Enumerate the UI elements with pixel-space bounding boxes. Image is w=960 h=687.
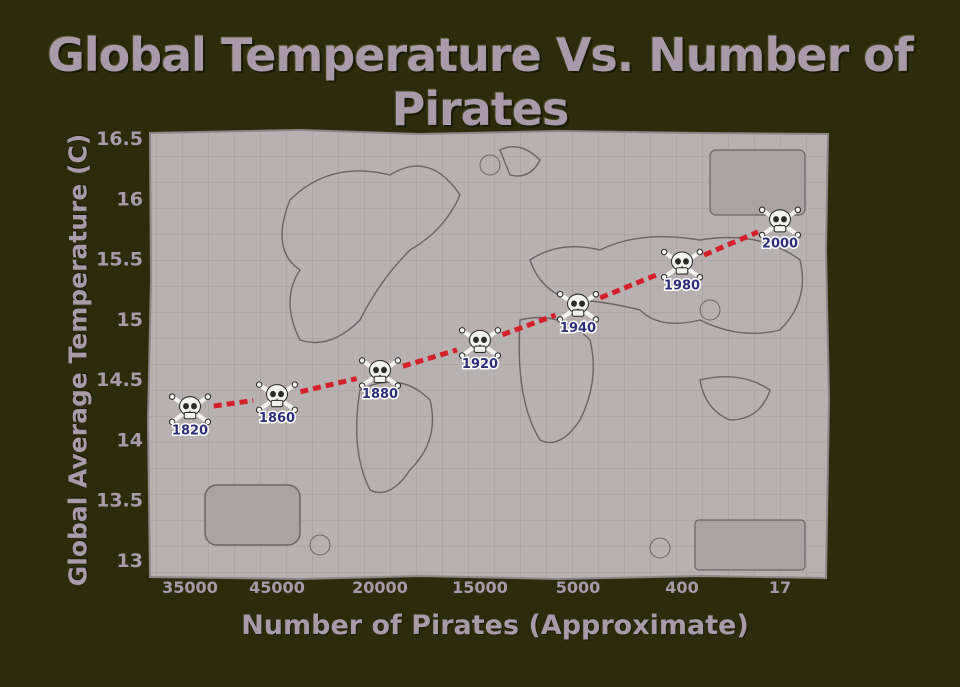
- series-line-segment: [402, 347, 458, 369]
- data-point: 1820: [169, 394, 210, 440]
- data-point: 1980: [661, 249, 702, 295]
- data-point: 1880: [359, 358, 400, 404]
- x-axis-ticks: 35000 45000 20000 15000 5000 400 17: [162, 578, 791, 597]
- y-tick-label: 13: [117, 550, 143, 572]
- data-point: 1920: [459, 328, 500, 373]
- x-tick-label: 45000: [249, 578, 305, 597]
- data-point: 2000: [759, 207, 800, 253]
- x-tick-label: 400: [665, 578, 698, 597]
- y-tick-label: 14.5: [96, 369, 143, 391]
- point-year-label: 1940: [560, 321, 596, 336]
- x-tick-label: 35000: [162, 578, 218, 597]
- x-axis-label: Number of Pirates (Approximate): [241, 610, 749, 641]
- chart-title: Global Temperature Vs. Number of Pirates: [47, 28, 914, 136]
- antique-world-map: [146, 128, 831, 581]
- data-point: 1940: [557, 291, 598, 337]
- x-tick-label: 5000: [556, 578, 601, 597]
- data-point: 1860: [256, 382, 297, 428]
- y-axis-ticks: 13 13.5 14 14.5 15 15.5 16 16.5: [96, 128, 143, 572]
- y-tick-label: 16: [117, 188, 143, 210]
- point-year-label: 1860: [259, 411, 295, 426]
- series-line-segment: [501, 312, 557, 338]
- series-line-segment: [703, 229, 759, 258]
- point-year-label: 1920: [462, 357, 498, 372]
- point-year-label: 2000: [762, 236, 798, 251]
- point-year-label: 1820: [172, 423, 208, 438]
- series-line-segment: [213, 398, 254, 409]
- y-tick-label: 15.5: [96, 249, 143, 271]
- x-tick-label: 17: [769, 578, 791, 597]
- y-tick-label: 16.5: [96, 128, 143, 150]
- y-tick-label: 14: [117, 429, 143, 451]
- point-year-label: 1980: [664, 279, 700, 294]
- y-tick-label: 13.5: [96, 490, 143, 512]
- point-year-label: 1880: [362, 387, 398, 402]
- series-line-segment: [299, 376, 358, 395]
- x-tick-label: 15000: [452, 578, 508, 597]
- y-tick-label: 15: [117, 309, 143, 331]
- series-points: 1820 1860 1880 1920 1940 1980 2000: [169, 207, 800, 440]
- x-tick-label: 20000: [352, 578, 408, 597]
- series-line: [213, 229, 759, 409]
- series-line-segment: [599, 271, 661, 301]
